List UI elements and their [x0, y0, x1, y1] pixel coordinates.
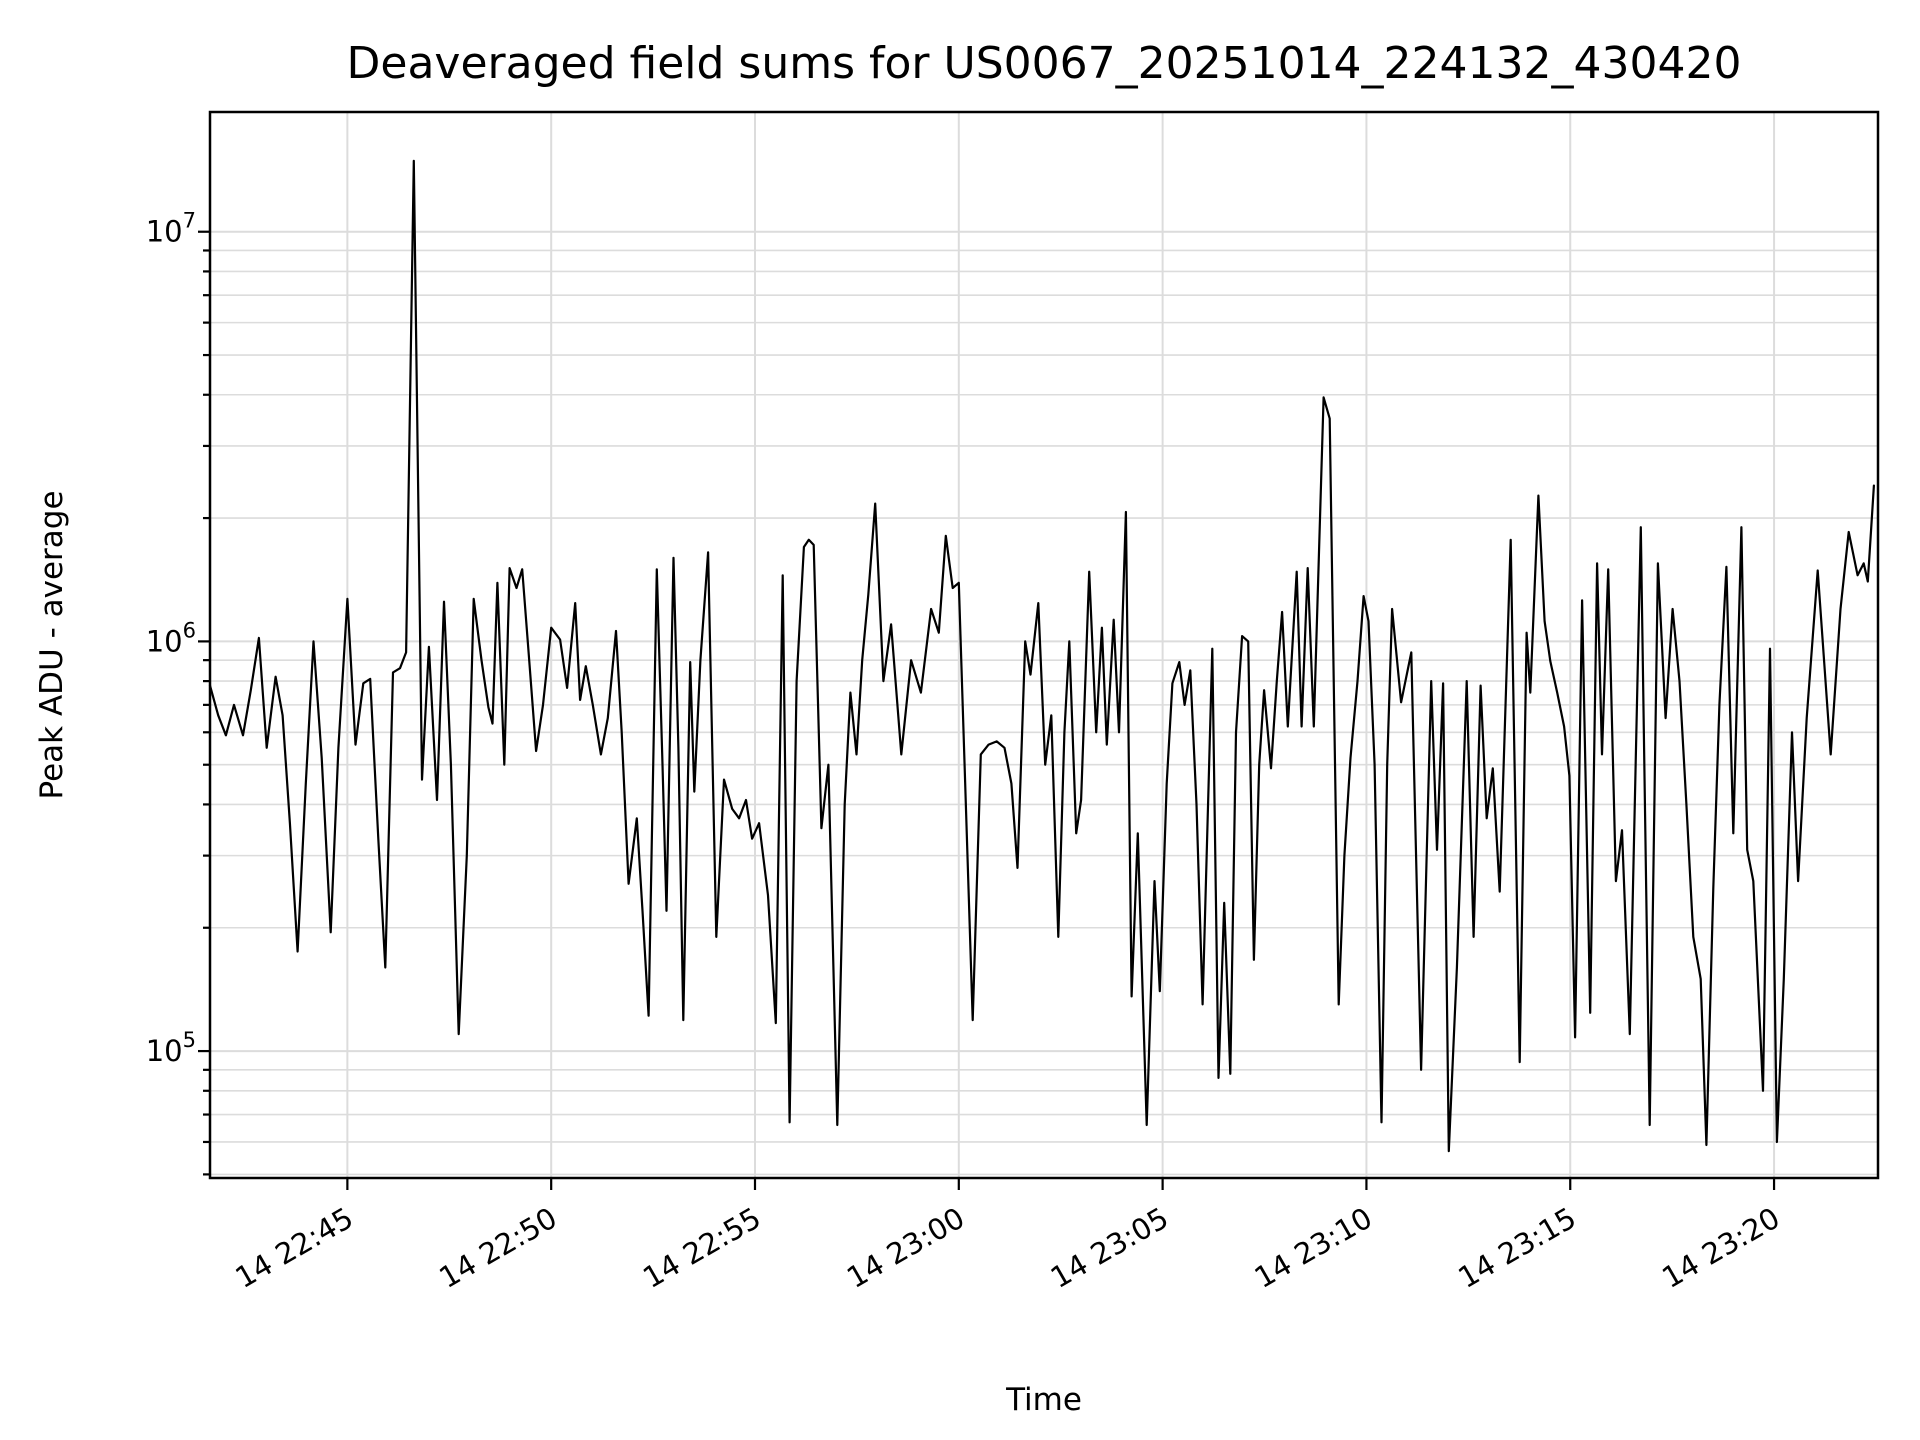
x-tick-label: 14 23:15 — [1452, 1201, 1581, 1295]
x-tick-label: 14 23:20 — [1656, 1201, 1785, 1295]
x-tick-label: 14 23:10 — [1249, 1201, 1378, 1295]
x-tick-label: 14 22:55 — [637, 1201, 766, 1295]
x-tick-label: 14 22:50 — [433, 1201, 562, 1295]
chart-title: Deaveraged field sums for US0067_2025101… — [347, 38, 1742, 89]
axis-ticks — [198, 230, 1776, 1190]
x-tick-label: 14 23:05 — [1045, 1201, 1174, 1295]
y-tick-label: 107 — [146, 209, 196, 249]
x-tick-label: 14 22:45 — [230, 1201, 359, 1295]
data-series — [208, 159, 1875, 1153]
y-tick-label: 105 — [146, 1028, 196, 1068]
y-axis-label: Peak ADU - average — [34, 490, 70, 799]
x-axis-label: Time — [1005, 1382, 1082, 1418]
plot-frame — [208, 110, 1880, 1180]
y-tick-label: 106 — [146, 618, 196, 658]
x-tick-label: 14 23:00 — [841, 1201, 970, 1295]
series-line-deaveraged-field-sums — [208, 159, 1875, 1153]
